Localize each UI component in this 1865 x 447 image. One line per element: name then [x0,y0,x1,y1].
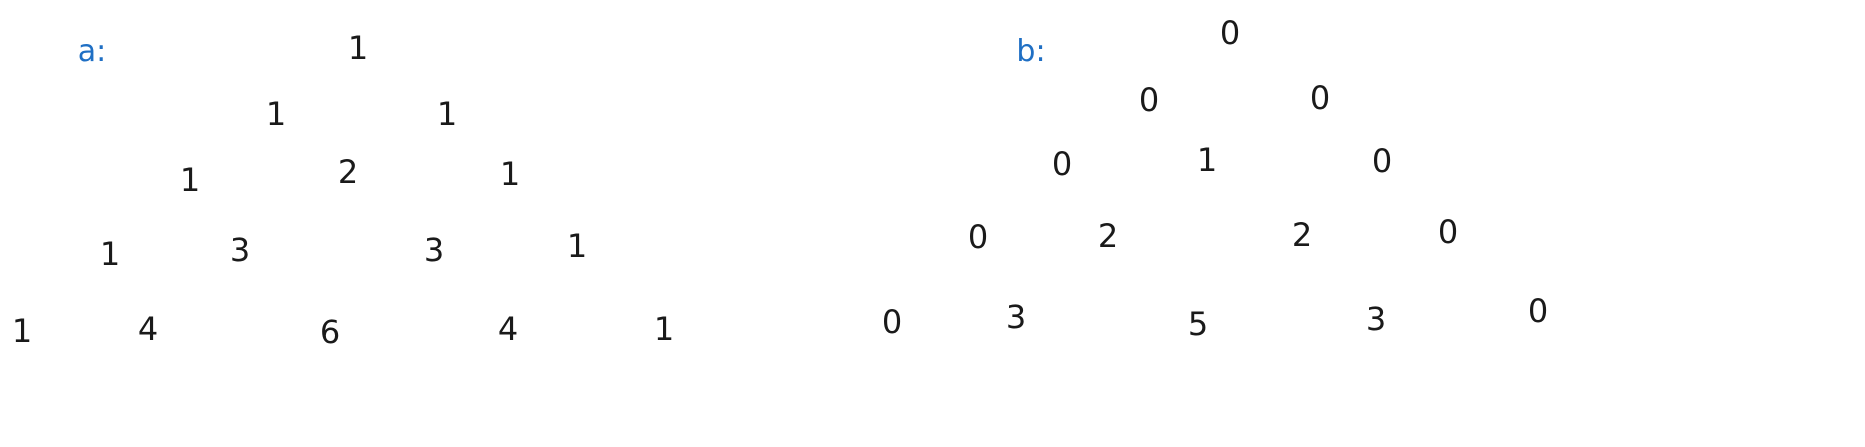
triangle-b-cell-r3-c1: 2 [1097,217,1119,255]
triangle-b-cell-r4-c1: 3 [1005,298,1027,336]
triangle-a-cell-r4-c1: 4 [137,310,159,348]
triangle-a-cell-r1-c0: 1 [265,95,287,133]
triangle-a-cell-r0-c0: 1 [347,29,369,67]
triangle-a-cell-r4-c0: 1 [11,312,33,350]
triangle-a-cell-r2-c1: 2 [337,153,359,191]
triangle-b-cell-r4-c3: 3 [1365,300,1387,338]
triangle-b-cell-r1-c0: 0 [1138,81,1160,119]
triangle-b-cell-r0-c0: 0 [1219,14,1241,52]
triangle-a-cell-r4-c4: 1 [653,310,675,348]
triangle-b-cell-r2-c0: 0 [1051,145,1073,183]
triangle-b-cell-r4-c4: 0 [1527,292,1549,330]
triangle-b-cell-r4-c2: 5 [1187,305,1209,343]
triangle-a-cell-r4-c3: 4 [497,310,519,348]
triangle-b-cell-r3-c0: 0 [967,218,989,256]
triangle-a-cell-r2-c0: 1 [179,161,201,199]
triangle-a-cell-r1-c1: 1 [436,95,458,133]
triangle-a-cell-r3-c0: 1 [99,235,121,273]
triangle-b-cell-r3-c2: 2 [1291,216,1313,254]
triangle-a-cell-r2-c2: 1 [499,155,521,193]
triangle-b-cell-r2-c2: 0 [1371,142,1393,180]
triangle-a-cell-r3-c2: 3 [423,231,445,269]
triangle-b-cell-r3-c3: 0 [1437,213,1459,251]
triangle-b-cell-r2-c1: 1 [1196,141,1218,179]
triangle-b-label: b: [1016,34,1046,69]
triangle-b-cell-r4-c0: 0 [881,303,903,341]
triangle-b-cell-r1-c1: 0 [1309,79,1331,117]
triangle-a-cell-r3-c1: 3 [229,231,251,269]
triangle-a-label: a: [77,34,107,69]
triangle-a-cell-r3-c3: 1 [566,227,588,265]
triangle-a-cell-r4-c2: 6 [319,313,341,351]
